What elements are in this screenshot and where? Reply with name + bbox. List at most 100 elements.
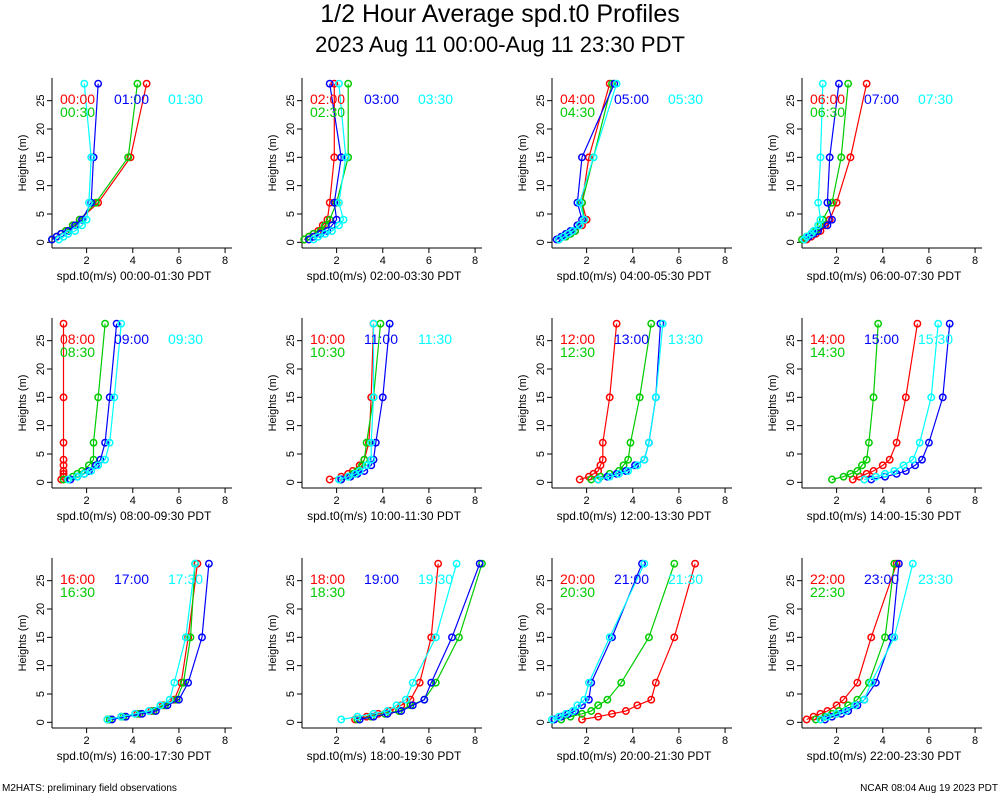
data-point: [890, 467, 899, 475]
data-point: [938, 393, 947, 402]
x-tick-label: 8: [222, 255, 228, 267]
data-point: [814, 198, 823, 207]
data-point: [392, 701, 401, 710]
data-point: [647, 695, 656, 704]
y-tick-label: 10: [535, 420, 547, 432]
data-point: [892, 438, 901, 447]
data-point: [594, 712, 603, 721]
data-point: [87, 467, 96, 475]
y-tick-label: 10: [35, 660, 47, 672]
legend-label: 23:30: [918, 571, 953, 587]
legend-label: 11:00: [364, 331, 398, 347]
data-point: [84, 198, 93, 207]
legend-label: 17:00: [114, 571, 149, 587]
chart-subtitle: 2023 Aug 11 00:00-Aug 11 23:30 PDT: [315, 32, 685, 57]
data-point: [59, 438, 68, 447]
data-point: [945, 319, 954, 328]
x-tick-label: 6: [676, 735, 682, 747]
data-point: [367, 455, 376, 464]
series-line: [581, 563, 696, 721]
y-tick-label: 25: [785, 95, 797, 107]
data-point: [651, 393, 660, 402]
data-point: [94, 393, 103, 402]
data-point: [378, 393, 387, 402]
data-point: [420, 695, 429, 704]
series-line: [357, 563, 483, 721]
data-point: [825, 153, 834, 162]
data-point: [598, 438, 607, 447]
data-point: [802, 715, 811, 724]
x-tick-label: 8: [972, 255, 978, 267]
x-tick-label: 4: [630, 735, 636, 747]
data-point: [117, 712, 126, 721]
data-point: [408, 678, 417, 687]
y-axis-label: Heights (m): [767, 615, 779, 672]
data-point: [853, 467, 862, 475]
x-axis-label: spd.t0(m/s) 20:00-21:30 PDT: [557, 749, 712, 763]
data-point: [867, 678, 876, 687]
y-axis-label: Heights (m): [17, 375, 29, 432]
data-point: [186, 633, 195, 642]
data-point: [314, 232, 323, 241]
data-point: [587, 707, 596, 715]
x-tick-label: 6: [926, 735, 932, 747]
data-point: [633, 461, 642, 470]
data-point: [103, 715, 112, 724]
y-tick-label: 20: [785, 123, 797, 135]
legend-label: 10:30: [310, 344, 345, 360]
data-point: [475, 559, 484, 568]
data-point: [330, 79, 339, 88]
x-tick-label: 4: [380, 735, 386, 747]
y-tick-label: 5: [785, 451, 797, 457]
data-point: [131, 709, 140, 718]
data-point: [614, 469, 623, 478]
data-point: [924, 438, 933, 447]
x-tick-label: 2: [334, 495, 340, 507]
x-axis-label: spd.t0(m/s) 04:00-05:30 PDT: [557, 269, 712, 283]
data-point: [179, 678, 188, 687]
x-tick-label: 6: [176, 735, 182, 747]
y-tick-label: 10: [535, 660, 547, 672]
x-tick-label: 6: [676, 495, 682, 507]
data-point: [87, 153, 96, 162]
legend-label: 14:00: [810, 331, 845, 347]
data-point: [691, 559, 700, 568]
x-tick-label: 4: [880, 495, 886, 507]
x-tick-label: 2: [834, 495, 840, 507]
data-point: [431, 678, 440, 687]
data-point: [568, 227, 577, 235]
x-tick-label: 6: [426, 735, 432, 747]
data-point: [626, 438, 635, 447]
data-point: [80, 79, 89, 88]
x-tick-label: 4: [130, 495, 136, 507]
x-tick-label: 4: [130, 735, 136, 747]
y-tick-label: 15: [285, 391, 297, 403]
series-line: [329, 323, 375, 481]
legend-label: 00:30: [60, 104, 95, 120]
y-tick-label: 25: [535, 575, 547, 587]
data-point: [823, 198, 832, 207]
legend-label: 18:00: [310, 571, 345, 587]
legend-label: 07:00: [864, 91, 899, 107]
data-point: [181, 633, 190, 642]
legend-label: 17:30: [168, 571, 203, 587]
data-point: [452, 559, 461, 568]
x-tick-label: 4: [130, 255, 136, 267]
y-axis-label: Heights (m): [267, 375, 279, 432]
data-point: [397, 707, 406, 715]
data-point: [369, 393, 378, 402]
x-axis-label: spd.t0(m/s) 08:00-09:30 PDT: [57, 509, 212, 523]
y-tick-label: 5: [285, 211, 297, 217]
data-point: [603, 695, 612, 704]
data-point: [59, 393, 68, 402]
series-line: [591, 323, 652, 481]
series-line: [598, 323, 664, 481]
data-point: [321, 229, 330, 238]
data-point: [434, 559, 443, 568]
data-point: [344, 79, 353, 88]
x-tick-label: 2: [584, 495, 590, 507]
y-axis-label: Heights (m): [517, 135, 529, 192]
y-tick-label: 10: [285, 180, 297, 192]
series-line: [109, 563, 196, 721]
y-tick-label: 0: [285, 479, 297, 485]
